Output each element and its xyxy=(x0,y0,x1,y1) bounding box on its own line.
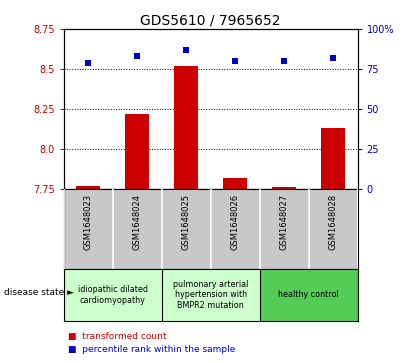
Text: GSM1648028: GSM1648028 xyxy=(328,194,337,250)
Text: ■  transformed count: ■ transformed count xyxy=(68,332,166,341)
Text: ■  percentile rank within the sample: ■ percentile rank within the sample xyxy=(68,345,235,354)
Text: healthy control: healthy control xyxy=(278,290,339,299)
Point xyxy=(330,55,336,61)
Bar xyxy=(174,66,199,189)
Text: GSM1648026: GSM1648026 xyxy=(231,194,240,250)
Point xyxy=(281,58,287,64)
Point xyxy=(85,60,92,65)
Point xyxy=(183,47,189,53)
Bar xyxy=(321,128,345,189)
Bar xyxy=(162,269,260,321)
Bar xyxy=(76,185,100,189)
Bar xyxy=(223,178,247,189)
Text: idiopathic dilated
cardiomyopathy: idiopathic dilated cardiomyopathy xyxy=(78,285,148,305)
Bar xyxy=(64,269,162,321)
Bar xyxy=(260,269,358,321)
Text: GSM1648023: GSM1648023 xyxy=(84,194,93,250)
Text: GSM1648024: GSM1648024 xyxy=(133,194,142,250)
Bar xyxy=(272,187,296,189)
Text: disease state ►: disease state ► xyxy=(4,288,74,297)
Point xyxy=(134,53,141,59)
Point xyxy=(232,58,238,64)
Text: GSM1648027: GSM1648027 xyxy=(279,194,289,250)
Bar xyxy=(125,114,150,189)
Text: GSM1648025: GSM1648025 xyxy=(182,194,191,250)
Text: pulmonary arterial
hypertension with
BMPR2 mutation: pulmonary arterial hypertension with BMP… xyxy=(173,280,248,310)
Title: GDS5610 / 7965652: GDS5610 / 7965652 xyxy=(141,14,281,28)
